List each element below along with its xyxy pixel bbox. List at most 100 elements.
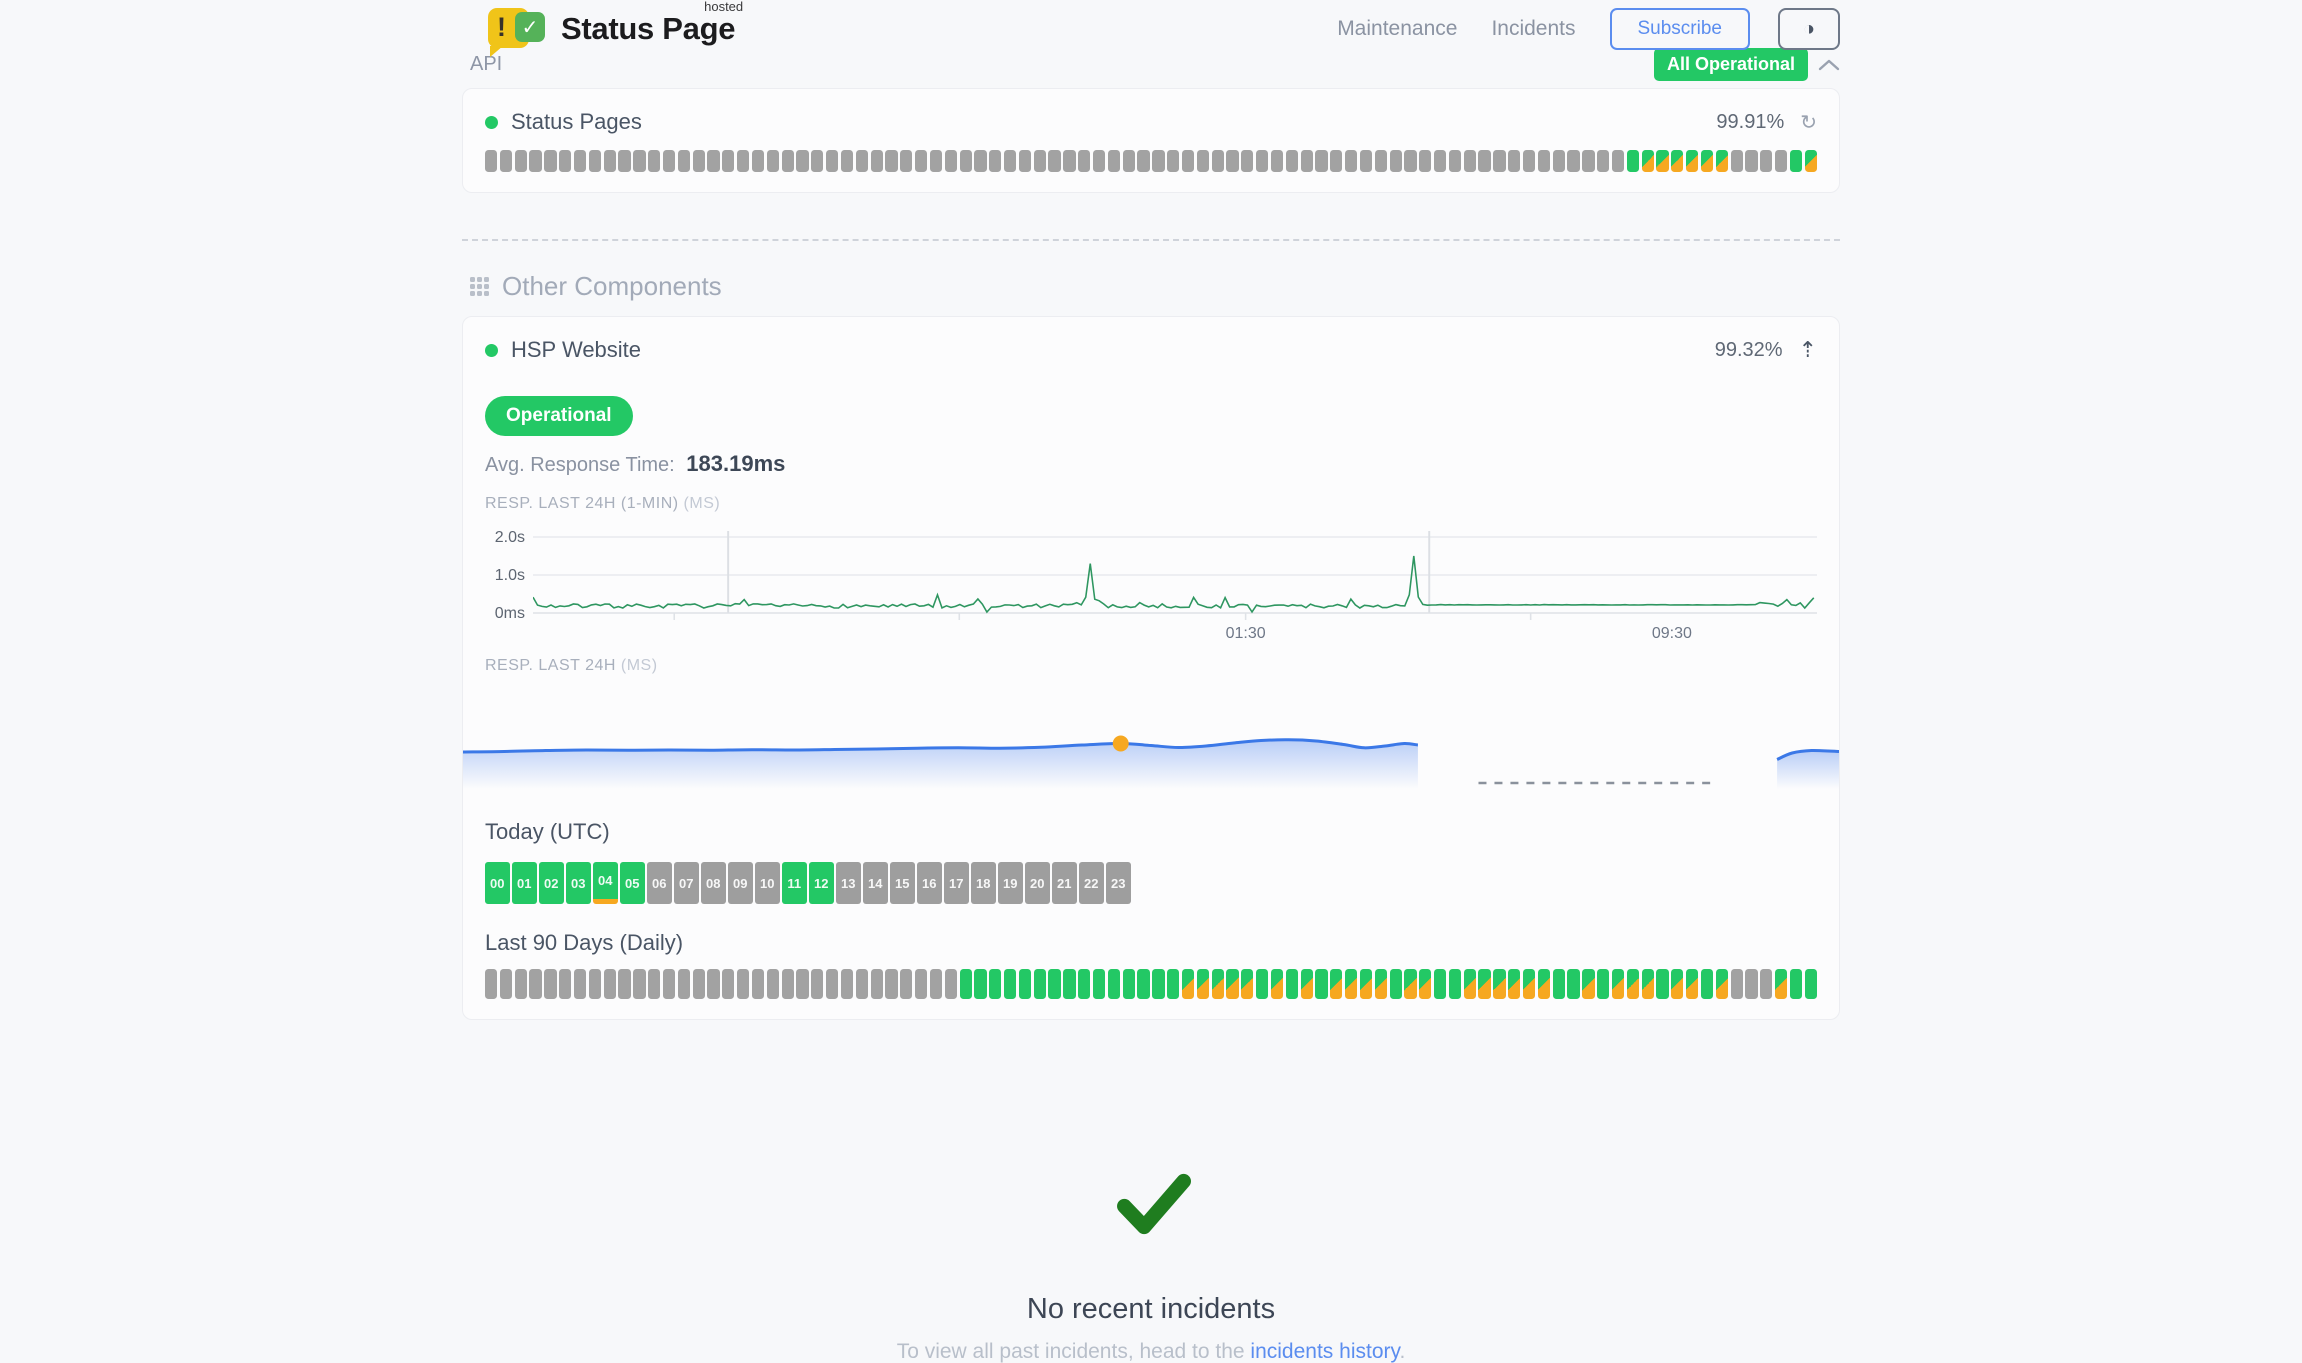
uptime-bar bbox=[826, 150, 839, 172]
uptime-bar bbox=[1018, 150, 1032, 172]
daily-uptime-bar bbox=[529, 969, 542, 999]
daily-uptime-bar bbox=[989, 969, 1002, 999]
daily-uptime-bar bbox=[751, 969, 765, 999]
subscribe-button[interactable]: Subscribe bbox=[1609, 8, 1750, 50]
hour-block-23: 23 bbox=[1106, 862, 1131, 904]
hour-block-16: 16 bbox=[917, 862, 942, 904]
uptime-bar bbox=[870, 150, 883, 172]
daily-uptime-bar bbox=[1419, 969, 1432, 999]
uptime-bar bbox=[1003, 150, 1017, 172]
response-time-line-chart: 2.0s 1.0s 0ms 01:30 09:30 bbox=[485, 525, 1817, 642]
uptime-bar bbox=[603, 150, 616, 172]
daily-uptime-bar bbox=[588, 969, 602, 999]
uptime-bar bbox=[573, 150, 587, 172]
uptime-bar bbox=[633, 150, 646, 172]
uptime-bar bbox=[929, 150, 943, 172]
check-glyph: ✓ bbox=[521, 16, 539, 39]
subtitle-text: To view all past incidents, head to the bbox=[896, 1340, 1251, 1363]
daily-uptime-bar bbox=[1181, 969, 1195, 999]
collapse-arrow-icon[interactable]: ⇡ bbox=[1798, 337, 1817, 362]
daily-uptime-bar bbox=[1775, 969, 1788, 999]
daily-uptime-bar bbox=[1063, 969, 1076, 999]
hour-block-19: 19 bbox=[998, 862, 1023, 904]
uptime-bar bbox=[1537, 150, 1551, 172]
uptime-bar bbox=[974, 150, 987, 172]
incidents-subtitle: To view all past incidents, head to the … bbox=[462, 1340, 1840, 1363]
daily-uptime-bar bbox=[1537, 969, 1551, 999]
daily-uptime-bar bbox=[1018, 969, 1032, 999]
y-axis-tick-label: 1.0s bbox=[494, 567, 525, 584]
daily-uptime-bar bbox=[1641, 969, 1654, 999]
chart-unit: (MS) bbox=[620, 657, 658, 674]
daily-uptime-bar bbox=[603, 969, 616, 999]
daily-uptime-bar bbox=[840, 969, 854, 999]
uptime-bar bbox=[944, 150, 957, 172]
today-utc-title: Today (UTC) bbox=[485, 819, 610, 844]
daily-uptime-bar bbox=[1122, 969, 1135, 999]
daily-uptime-bar bbox=[944, 969, 957, 999]
uptime-bar bbox=[1434, 150, 1447, 172]
refresh-icon[interactable]: ↻ bbox=[1800, 111, 1817, 134]
theme-contrast-icon: ◑ bbox=[1802, 17, 1816, 40]
uptime-bar bbox=[1315, 150, 1328, 172]
hour-block-01: 01 bbox=[512, 862, 537, 904]
uptime-bar bbox=[707, 150, 720, 172]
hour-block-21: 21 bbox=[1052, 862, 1077, 904]
daily-uptime-bar bbox=[692, 969, 705, 999]
uptime-bar bbox=[1078, 150, 1091, 172]
logo[interactable]: ! ✓ Status Page hosted bbox=[488, 0, 743, 57]
daily-uptime-bar bbox=[929, 969, 943, 999]
hour-block-22: 22 bbox=[1079, 862, 1104, 904]
hour-block-02: 02 bbox=[539, 862, 564, 904]
section-title: Other Components bbox=[502, 271, 722, 301]
daily-uptime-bar bbox=[1033, 969, 1046, 999]
theme-toggle-button[interactable]: ◑ bbox=[1778, 8, 1840, 50]
last-90-days-title: Last 90 Days (Daily) bbox=[485, 930, 684, 955]
no-incidents-title: No recent incidents bbox=[1026, 1293, 1276, 1325]
operational-status-badge: Operational bbox=[485, 396, 633, 436]
uptime-bar-row bbox=[485, 150, 1817, 172]
daily-uptime-bar bbox=[677, 969, 690, 999]
uptime-bar bbox=[1804, 150, 1817, 172]
uptime-bar bbox=[1122, 150, 1135, 172]
uptime-bar bbox=[485, 150, 498, 172]
daily-uptime-bar bbox=[1048, 969, 1061, 999]
incidents-history-link[interactable]: incidents history bbox=[1250, 1340, 1400, 1363]
daily-uptime-bar bbox=[1656, 969, 1669, 999]
daily-uptime-bar bbox=[1804, 969, 1817, 999]
uptime-bar bbox=[811, 150, 824, 172]
uptime-bar bbox=[1404, 150, 1417, 172]
chevron-up-icon[interactable] bbox=[1818, 58, 1840, 71]
uptime-bar bbox=[1789, 150, 1803, 172]
uptime-bar bbox=[796, 150, 809, 172]
daily-uptime-bar bbox=[1686, 969, 1699, 999]
daily-uptime-bar bbox=[1315, 969, 1328, 999]
uptime-bar bbox=[1463, 150, 1476, 172]
hour-block-04: 04 bbox=[593, 862, 618, 904]
uptime-bar bbox=[855, 150, 868, 172]
uptime-bar bbox=[1107, 150, 1121, 172]
uptime-bar bbox=[1330, 150, 1343, 172]
daily-uptime-bar bbox=[485, 969, 498, 999]
daily-uptime-bar bbox=[1611, 969, 1625, 999]
daily-uptime-bar bbox=[1434, 969, 1447, 999]
status-dot-green bbox=[485, 115, 498, 129]
nav-maintenance[interactable]: Maintenance bbox=[1337, 17, 1458, 40]
data-point-marker[interactable] bbox=[1112, 735, 1129, 752]
group-label: API bbox=[470, 52, 503, 75]
daily-uptime-bar bbox=[1463, 969, 1476, 999]
daily-uptime-bar bbox=[1003, 969, 1017, 999]
hour-block-15: 15 bbox=[890, 862, 915, 904]
uptime-bar bbox=[737, 150, 750, 172]
uptime-percentage: 99.91% bbox=[1716, 110, 1785, 133]
uptime-bar bbox=[677, 150, 690, 172]
api-group-header[interactable]: API All Operational bbox=[462, 47, 1840, 81]
uptime-bar bbox=[900, 150, 913, 172]
hsp-website-card: HSP Website 99.32% ⇡ Operational Avg. Re… bbox=[462, 316, 1840, 1020]
daily-uptime-bar bbox=[1389, 969, 1402, 999]
daily-uptime-bar bbox=[648, 969, 661, 999]
uptime-bar bbox=[840, 150, 854, 172]
avg-response-label: Avg. Response Time: bbox=[485, 454, 675, 476]
uptime-bar bbox=[1256, 150, 1269, 172]
nav-incidents[interactable]: Incidents bbox=[1491, 17, 1576, 40]
